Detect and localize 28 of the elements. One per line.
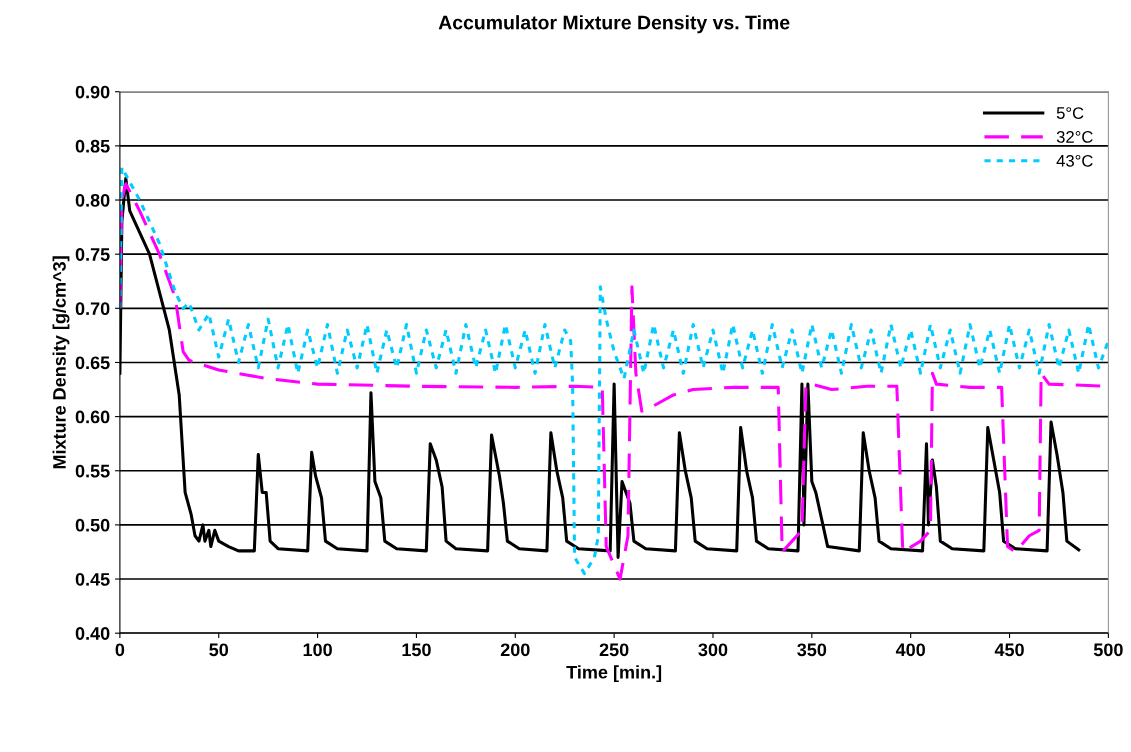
- x-axis-title: Time [min.]: [566, 665, 662, 683]
- y-tick-label: 0.45: [75, 572, 110, 586]
- x-tick-label: 450: [994, 643, 1024, 657]
- y-tick-label: 0.65: [75, 356, 110, 370]
- x-tick-label: 0: [115, 643, 125, 657]
- x-tick-label: 150: [402, 643, 431, 657]
- y-tick-label: 0.55: [75, 464, 110, 478]
- x-tick-label: 500: [1093, 643, 1123, 657]
- x-tick-label: 100: [303, 643, 332, 657]
- y-tick-label: 0.75: [75, 248, 110, 261]
- y-tick-label: 0.70: [75, 302, 110, 316]
- legend-label: 32°C: [1056, 131, 1093, 143]
- x-tick-label: 250: [599, 643, 629, 657]
- legend-label: 5°C: [1056, 107, 1084, 119]
- y-tick-label: 0.80: [75, 193, 110, 207]
- legend-label: 43°C: [1056, 154, 1093, 167]
- y-tick-label: 0.40: [75, 627, 110, 640]
- y-tick-label: 0.60: [75, 410, 110, 424]
- y-tick-label: 0.85: [75, 139, 110, 153]
- x-tick-label: 350: [797, 643, 827, 657]
- x-tick-label: 400: [895, 643, 926, 657]
- y-tick-label: 0.90: [75, 85, 110, 99]
- y-tick-label: 0.50: [75, 518, 110, 532]
- chart-title: Accumulator Mixture Density vs. Time: [438, 15, 790, 34]
- y-axis-title: Mixture Density [g/cm^3]: [52, 256, 70, 469]
- x-tick-label: 50: [209, 643, 229, 657]
- x-tick-label: 200: [500, 643, 530, 657]
- x-tick-label: 300: [698, 643, 728, 657]
